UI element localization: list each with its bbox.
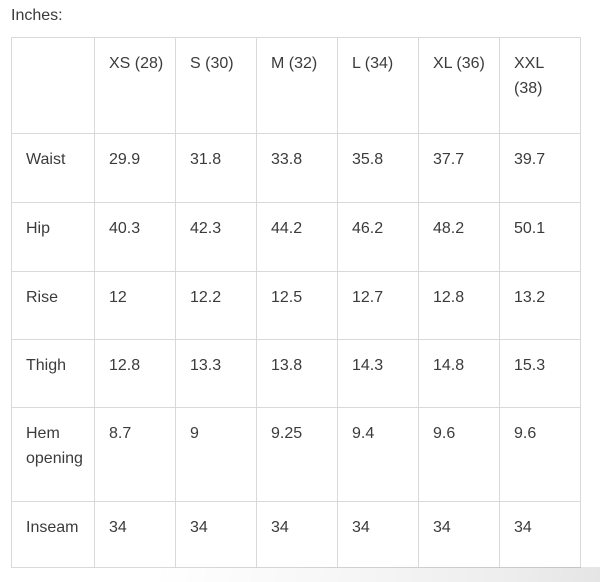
size-value-cell: 12.7 — [337, 271, 419, 340]
bottom-edge-shadow — [0, 567, 600, 582]
size-value-cell: 9.6 — [418, 407, 500, 502]
row-label: Waist — [11, 133, 95, 203]
size-value-cell: 14.3 — [337, 339, 419, 408]
corner-header-cell — [11, 37, 95, 134]
size-value-cell: 50.1 — [499, 202, 581, 272]
size-value-cell: 39.7 — [499, 133, 581, 203]
size-value-cell: 12.8 — [418, 271, 500, 340]
size-value-cell: 12.5 — [256, 271, 338, 340]
size-value-cell: 48.2 — [418, 202, 500, 272]
size-column-header-s: S (30) — [175, 37, 257, 134]
row-label: Inseam — [11, 501, 95, 568]
size-value-cell: 12.2 — [175, 271, 257, 340]
measurement-row-thigh: Thigh 12.8 13.3 13.8 14.3 14.8 15.3 — [11, 339, 581, 408]
row-label: Rise — [11, 271, 95, 340]
row-label: Hem opening — [11, 407, 95, 502]
measurement-row-hem-opening: Hem opening 8.7 9 9.25 9.4 9.6 9.6 — [11, 407, 581, 502]
measurement-row-rise: Rise 12 12.2 12.5 12.7 12.8 13.2 — [11, 271, 581, 340]
measurement-row-inseam: Inseam 34 34 34 34 34 34 — [11, 501, 581, 568]
size-value-cell: 13.3 — [175, 339, 257, 408]
size-value-cell: 13.8 — [256, 339, 338, 408]
size-column-header-m: M (32) — [256, 37, 338, 134]
size-value-cell: 34 — [337, 501, 419, 568]
row-label: Thigh — [11, 339, 95, 408]
size-value-cell: 33.8 — [256, 133, 338, 203]
size-value-cell: 34 — [175, 501, 257, 568]
size-value-cell: 34 — [499, 501, 581, 568]
size-column-header-xxl: XXL (38) — [499, 37, 581, 134]
size-value-cell: 15.3 — [499, 339, 581, 408]
size-column-header-l: L (34) — [337, 37, 419, 134]
measurement-row-waist: Waist 29.9 31.8 33.8 35.8 37.7 39.7 — [11, 133, 581, 203]
size-value-cell: 9.4 — [337, 407, 419, 502]
size-value-cell: 9.6 — [499, 407, 581, 502]
size-value-cell: 42.3 — [175, 202, 257, 272]
size-value-cell: 44.2 — [256, 202, 338, 272]
header-row: XS (28) S (30) M (32) L (34) XL (36) XXL… — [11, 37, 581, 134]
size-value-cell: 34 — [418, 501, 500, 568]
size-value-cell: 8.7 — [94, 407, 176, 502]
size-value-cell: 46.2 — [337, 202, 419, 272]
size-value-cell: 13.2 — [499, 271, 581, 340]
size-value-cell: 12.8 — [94, 339, 176, 408]
size-value-cell: 34 — [256, 501, 338, 568]
size-chart-table: XS (28) S (30) M (32) L (34) XL (36) XXL… — [11, 37, 581, 568]
measurement-row-hip: Hip 40.3 42.3 44.2 46.2 48.2 50.1 — [11, 202, 581, 272]
size-value-cell: 31.8 — [175, 133, 257, 203]
size-value-cell: 12 — [94, 271, 176, 340]
size-value-cell: 37.7 — [418, 133, 500, 203]
row-label: Hip — [11, 202, 95, 272]
size-value-cell: 9.25 — [256, 407, 338, 502]
size-column-header-xl: XL (36) — [418, 37, 500, 134]
size-value-cell: 40.3 — [94, 202, 176, 272]
size-value-cell: 35.8 — [337, 133, 419, 203]
units-label: Inches: — [11, 7, 63, 24]
size-value-cell: 34 — [94, 501, 176, 568]
size-value-cell: 9 — [175, 407, 257, 502]
size-column-header-xs: XS (28) — [94, 37, 176, 134]
size-value-cell: 29.9 — [94, 133, 176, 203]
size-value-cell: 14.8 — [418, 339, 500, 408]
